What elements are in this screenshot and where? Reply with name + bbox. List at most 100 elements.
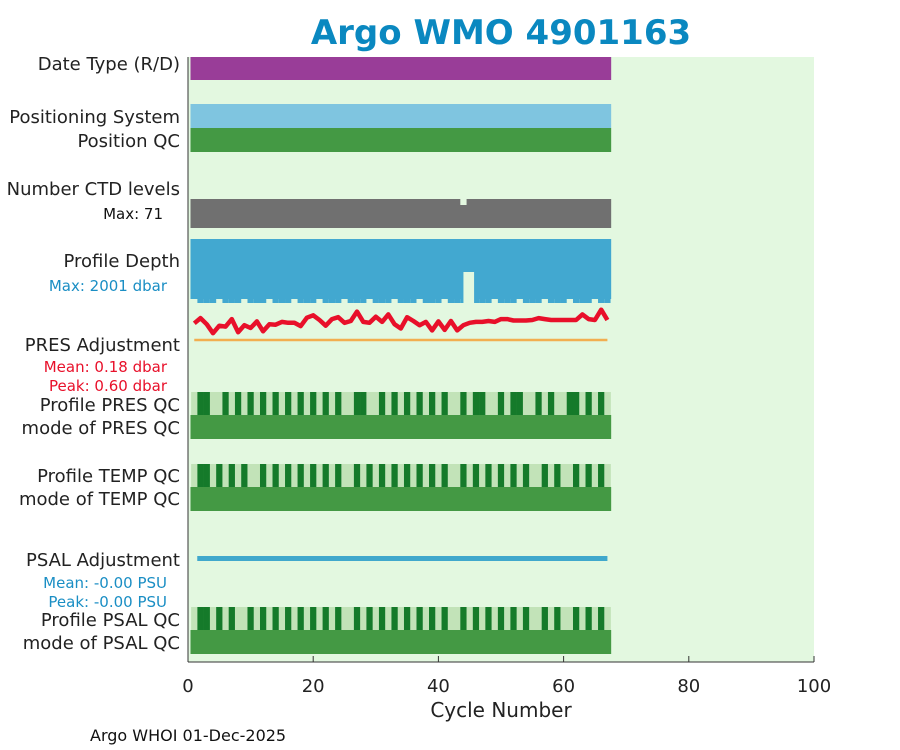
profile-pres-qc-cell	[454, 392, 461, 415]
profile-temp-qc-cell	[585, 464, 593, 487]
profile-temp-qc-cell	[209, 464, 217, 487]
profile-depth-cell	[485, 299, 492, 303]
profile-psal-qc-cell	[353, 607, 361, 630]
profile-psal-qc-cell	[535, 607, 542, 630]
profile-temp-qc-cell	[510, 464, 517, 487]
profile-psal-qc-cell	[216, 607, 223, 630]
profile-temp-qc-cell	[253, 464, 261, 487]
profile-psal-qc-cell	[335, 607, 342, 630]
profile-psal-qc-cell	[372, 607, 380, 630]
ctd-levels-bar	[190, 199, 612, 228]
profile-temp-qc-cell	[491, 464, 499, 487]
profile-temp-qc-cell	[291, 464, 298, 487]
profile-temp-qc-cell	[328, 464, 336, 487]
profile-pres-qc-cell	[328, 392, 336, 415]
profile-pres-qc-cell	[310, 392, 317, 415]
profile-depth-cell	[228, 299, 235, 303]
row-label-date-type: Date Type (R/D)	[38, 54, 180, 75]
row-label-positioning-system: Positioning System	[9, 107, 180, 128]
profile-temp-qc-cell	[385, 464, 392, 487]
row-label-profile-psal-qc: Profile PSAL QC	[41, 610, 180, 631]
x-axis: 0 20 40 60 80 100	[182, 57, 831, 697]
profile-depth-cell	[209, 299, 217, 303]
profile-pres-qc-cell	[378, 392, 386, 415]
profile-temp-qc-cell	[366, 464, 373, 487]
profile-psal-qc-cell	[278, 607, 286, 630]
profile-pres-qc-cell	[598, 392, 605, 415]
profile-psal-qc-cell	[572, 607, 580, 630]
mode-psal-qc-bar	[190, 630, 612, 654]
profile-psal-qc-cell	[347, 607, 355, 630]
plot-background	[188, 57, 814, 662]
profile-pres-qc-cell	[353, 392, 361, 415]
profile-psal-qc-cell	[385, 607, 392, 630]
profile-temp-qc-cell	[416, 464, 424, 487]
chart-title: Argo WMO 4901163	[311, 13, 691, 53]
profile-psal-qc-cell	[516, 607, 524, 630]
profile-depth-cell	[347, 299, 354, 303]
profile-pres-qc-cell	[322, 392, 330, 415]
profile-psal-qc-cell	[566, 607, 574, 630]
profile-psal-qc-cell	[422, 607, 430, 630]
profile-pres-qc-cell	[504, 392, 511, 415]
row-label-profile-temp-qc: Profile TEMP QC	[37, 466, 180, 487]
profile-psal-qc-cell	[435, 607, 442, 630]
profile-pres-qc-cell	[585, 392, 593, 415]
ctd-levels-notch	[460, 199, 467, 205]
profile-temp-qc-cell	[259, 464, 267, 487]
profile-temp-qc-cell	[441, 464, 449, 487]
profile-psal-qc-cell	[397, 607, 405, 630]
row-label-pres-adjustment: PRES Adjustment	[25, 335, 180, 356]
profile-psal-qc-cell	[416, 607, 424, 630]
profile-depth-cell	[529, 299, 536, 303]
profile-temp-qc-cell	[335, 464, 342, 487]
profile-depth-bar	[190, 239, 612, 299]
profile-pres-qc-cell	[278, 392, 286, 415]
profile-pres-qc-cell	[266, 392, 273, 415]
profile-temp-qc-cell	[579, 464, 586, 487]
profile-depth-cell	[429, 299, 436, 303]
profile-pres-qc-cell	[316, 392, 323, 415]
profile-pres-qc-cell	[435, 392, 442, 415]
chart-marks	[190, 57, 612, 654]
profile-pres-qc-cell	[479, 392, 486, 415]
profile-depth-cell	[360, 299, 367, 303]
profile-temp-qc-cell	[535, 464, 542, 487]
profile-temp-qc-cell	[216, 464, 223, 487]
profile-depth-cell	[372, 299, 379, 303]
profile-pres-qc-cell	[372, 392, 380, 415]
profile-psal-qc-cell	[316, 607, 323, 630]
profile-pres-qc-cell	[366, 392, 373, 415]
profile-temp-qc-cell	[410, 464, 417, 487]
profile-temp-qc-cell	[460, 464, 467, 487]
row-label-psal-adjustment: PSAL Adjustment	[26, 550, 180, 571]
profile-pres-qc-cell	[410, 392, 417, 415]
profile-pres-qc-cell	[360, 392, 367, 415]
row-label-ctd-levels: Number CTD levels	[7, 179, 180, 200]
profile-pres-qc-cell	[566, 392, 574, 415]
profile-psal-qc-cell	[604, 607, 611, 630]
profile-depth-cell	[335, 299, 342, 303]
profile-depth-cell	[510, 299, 517, 303]
profile-pres-qc-cell	[516, 392, 524, 415]
profile-depth-cell	[554, 299, 561, 303]
profile-depth-cell	[447, 299, 455, 303]
profile-temp-qc-cell	[316, 464, 323, 487]
profile-pres-qc-cell	[197, 392, 204, 415]
profile-temp-qc-cell	[241, 464, 248, 487]
profile-depth-gap	[463, 272, 475, 304]
profile-depth-cell	[259, 299, 267, 303]
profile-psal-qc-cell	[447, 607, 455, 630]
profile-depth-cell	[297, 299, 304, 303]
profile-temp-qc-cell	[554, 464, 561, 487]
profile-depth-cell	[197, 299, 204, 303]
row-label-profile-depth: Profile Depth	[63, 251, 180, 272]
profile-depth-cell	[234, 299, 242, 303]
profile-temp-qc-cell	[303, 464, 311, 487]
profile-depth-cell	[397, 299, 404, 303]
profile-pres-qc-cell	[591, 392, 599, 415]
profile-psal-qc-cell	[191, 607, 198, 630]
profile-pres-qc-cell	[491, 392, 499, 415]
profile-depth-cell	[572, 299, 580, 303]
